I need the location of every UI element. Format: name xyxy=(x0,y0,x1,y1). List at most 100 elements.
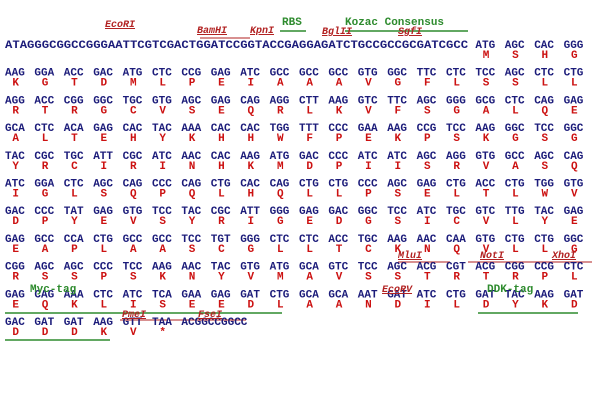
amino-acid: D xyxy=(395,299,402,311)
codon: TCC xyxy=(446,123,466,135)
codon: GCA xyxy=(5,123,25,135)
amino-acid: V xyxy=(365,105,372,117)
codon: TAC xyxy=(505,289,525,301)
codon: CAG xyxy=(534,95,554,107)
enzyme-label: PmeI xyxy=(122,310,146,321)
amino-acid: S xyxy=(395,272,402,284)
codon: CAG xyxy=(270,179,290,191)
amino-acid: S xyxy=(542,133,549,145)
codon: CTC xyxy=(64,179,84,191)
codon: CTG xyxy=(446,289,466,301)
codon: GGC xyxy=(387,68,407,80)
codon: ATC xyxy=(387,151,407,163)
amino-acid: Q xyxy=(542,105,549,117)
amino-acid: P xyxy=(189,78,196,90)
amino-acid: Q xyxy=(453,244,460,256)
amino-acid: K xyxy=(248,161,255,173)
amino-acid: D xyxy=(571,299,578,311)
codon: AAG xyxy=(93,317,113,329)
codon: CTG xyxy=(446,179,466,191)
amino-acid: L xyxy=(71,189,78,201)
codon: CTG xyxy=(505,234,525,246)
amino-acid: Q xyxy=(189,189,196,201)
codon: GGC xyxy=(358,206,378,218)
codon: GCC xyxy=(505,151,525,163)
codon: GGC xyxy=(505,123,525,135)
codon: AAG xyxy=(387,123,407,135)
feature-label: Myc-tag xyxy=(30,284,76,296)
amino-acid: R xyxy=(277,105,284,117)
codon: CCC xyxy=(328,151,348,163)
amino-acid: S xyxy=(512,50,519,62)
codon: CAC xyxy=(534,40,554,52)
amino-acid: A xyxy=(306,272,313,284)
codon: TTT xyxy=(299,123,319,135)
amino-acid: L xyxy=(453,78,460,90)
amino-acid: F xyxy=(395,105,402,117)
codon: AGC xyxy=(417,95,437,107)
amino-acid: V xyxy=(483,216,490,228)
amino-acid: F xyxy=(306,133,313,145)
codon: AAG xyxy=(152,262,172,274)
codon: TAT xyxy=(64,206,84,218)
codon: GTC xyxy=(328,262,348,274)
amino-acid: V xyxy=(130,216,137,228)
amino-acid: R xyxy=(453,272,460,284)
amino-acid: T xyxy=(71,133,78,145)
amino-acid: R xyxy=(130,161,137,173)
codon: AAC xyxy=(417,234,437,246)
amino-acid: K xyxy=(336,105,343,117)
amino-acid: L xyxy=(571,78,578,90)
amino-acid: S xyxy=(189,244,196,256)
codon: GTG xyxy=(123,206,143,218)
codon: CTC xyxy=(564,262,584,274)
codon: GGG xyxy=(240,234,260,246)
amino-acid: L xyxy=(453,299,460,311)
enzyme-label: SgfI xyxy=(398,26,422,38)
codon: CTC xyxy=(446,68,466,80)
amino-acid: K xyxy=(12,78,19,90)
codon: ACC xyxy=(475,179,495,191)
codon: ACC xyxy=(64,68,84,80)
codon: GCC xyxy=(34,234,54,246)
codon: TCC xyxy=(123,262,143,274)
amino-acid: E xyxy=(189,299,196,311)
codon: TAC xyxy=(152,123,172,135)
codon: CAC xyxy=(240,179,260,191)
codon: AGC xyxy=(387,179,407,191)
amino-acid: T xyxy=(42,105,49,117)
codon: CTG xyxy=(328,179,348,191)
codon: CCG xyxy=(417,123,437,135)
amino-acid: G xyxy=(512,133,519,145)
codon: CCG xyxy=(181,68,201,80)
amino-acid: V xyxy=(365,78,372,90)
codon: CAC xyxy=(211,123,231,135)
codon: ACC xyxy=(328,234,348,246)
codon: GTG xyxy=(475,151,495,163)
codon: AAG xyxy=(534,289,554,301)
codon: CTG xyxy=(270,289,290,301)
amino-acid: A xyxy=(336,299,343,311)
codon: CTC xyxy=(505,95,525,107)
codon: GCA xyxy=(299,262,319,274)
amino-acid: I xyxy=(424,216,431,228)
amino-acid: P xyxy=(542,272,549,284)
amino-acid: I xyxy=(159,161,166,173)
codon: TCC xyxy=(387,206,407,218)
codon: TCC xyxy=(181,234,201,246)
amino-acid: E xyxy=(365,133,372,145)
amino-acid: M xyxy=(483,50,490,62)
codon: CAA xyxy=(446,234,466,246)
amino-acid: P xyxy=(42,216,49,228)
amino-acid: G xyxy=(571,244,578,256)
codon: AAG xyxy=(240,151,260,163)
codon: ATC xyxy=(417,206,437,218)
amino-acid: E xyxy=(12,244,19,256)
amino-acid: S xyxy=(189,105,196,117)
amino-acid: N xyxy=(189,272,196,284)
amino-acid: R xyxy=(42,161,49,173)
amino-acid: * xyxy=(159,327,166,339)
amino-acid: L xyxy=(101,299,108,311)
